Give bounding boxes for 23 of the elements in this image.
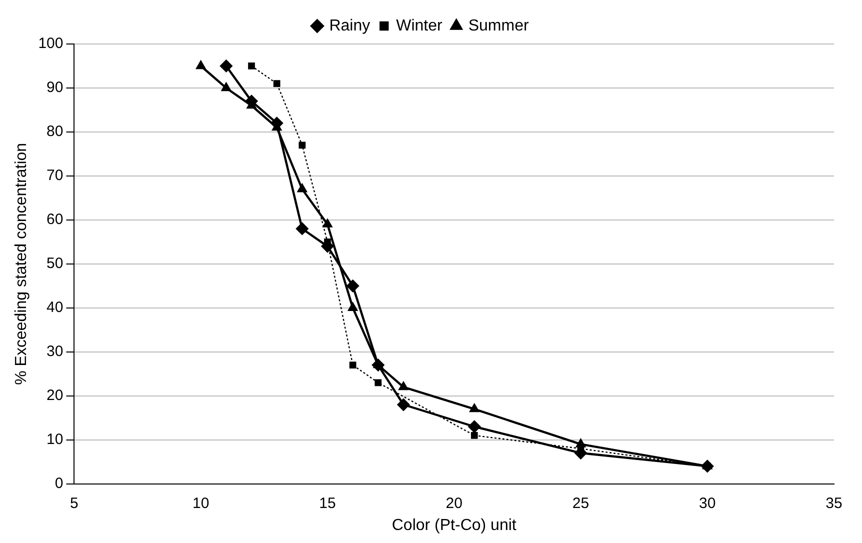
x-tick-label: 10 <box>192 494 210 512</box>
x-axis-title: Color (Pt-Co) unit <box>392 516 517 534</box>
y-tick-label: 90 <box>46 79 64 96</box>
legend-label: Rainy <box>329 17 370 34</box>
y-tick-label: 80 <box>46 123 64 140</box>
y-tick-label: 40 <box>46 299 64 316</box>
y-tick-label: 100 <box>38 35 64 52</box>
y-tick-label: 20 <box>46 386 64 404</box>
y-axis-title: % Exceeding stated concentration <box>13 142 30 385</box>
y-tick-label: 0 <box>54 474 64 492</box>
legend-label: Summer <box>468 17 530 34</box>
x-tick-label: 30 <box>699 494 716 512</box>
x-tick-label: 20 <box>446 494 462 512</box>
legend-label: Winter <box>396 17 444 34</box>
x-tick-label: 35 <box>826 494 842 512</box>
x-tick-label: 15 <box>319 494 336 512</box>
x-tick-label: 25 <box>572 494 590 512</box>
y-tick-label: 60 <box>46 211 64 228</box>
y-tick-label: 30 <box>46 343 64 360</box>
x-tick-label: 5 <box>70 494 78 512</box>
y-tick-label: 10 <box>46 430 64 448</box>
y-tick-label: 50 <box>46 255 64 272</box>
y-tick-label: 70 <box>46 167 64 184</box>
